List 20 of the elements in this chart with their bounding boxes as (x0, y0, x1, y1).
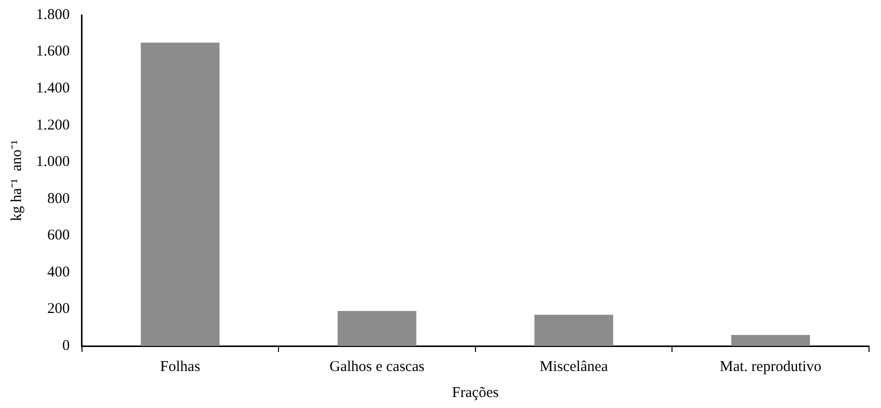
y-axis-title: kg ha⁻¹ ano⁻¹ (8, 140, 25, 222)
y-tick-label: 800 (47, 190, 70, 207)
y-tick-label: 1.800 (36, 6, 70, 23)
x-tick-label: Galhos e cascas (329, 358, 425, 375)
y-tick-label: 1.600 (36, 44, 70, 60)
bar (731, 334, 810, 346)
bar (534, 314, 614, 346)
x-tick-label: Miscelânea (540, 358, 608, 375)
y-tick-label: 1.200 (36, 117, 70, 134)
y-tick-label: 200 (47, 301, 70, 318)
bar (140, 42, 220, 346)
y-tick-label: 600 (47, 228, 70, 244)
x-tick-label: Mat. reprodutivo (720, 358, 822, 375)
y-tick-label: 0 (62, 338, 70, 354)
y-tick-label: 400 (47, 264, 70, 280)
x-tick-label: Folhas (160, 358, 200, 375)
bar (338, 311, 416, 346)
y-tick-label: 1.000 (36, 154, 70, 170)
y-tick-label: 1.400 (36, 80, 70, 96)
x-axis-title: Frações (452, 384, 499, 401)
